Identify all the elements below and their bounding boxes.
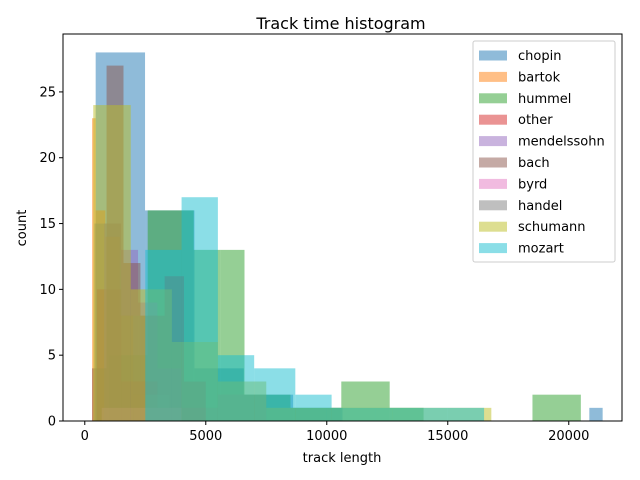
x-tick-label: 10000 — [306, 429, 347, 444]
x-axis-ticks: 0 5000 10000 15000 20000 — [81, 421, 589, 444]
y-tick-label: 10 — [39, 283, 56, 298]
legend-swatch-mozart — [479, 243, 507, 254]
legend-swatch-bach — [479, 157, 507, 168]
x-tick-label: 0 — [81, 429, 89, 444]
plot-frame — [62, 33, 623, 422]
legend-swatch-handel — [479, 200, 507, 211]
legend-label-other: other — [518, 113, 553, 128]
legend-swatch-mendelssohn — [479, 136, 507, 147]
legend-label-mendelssohn: mendelssohn — [518, 135, 605, 150]
bar-schumann-0 — [93, 105, 131, 421]
legend: chopin bartok hummel other mendelssohn bach by… — [472, 40, 616, 263]
x-tick-label: 20000 — [548, 429, 589, 444]
legend-swatch-schumann — [479, 221, 507, 232]
legend-label-byrd: byrd — [518, 177, 547, 192]
y-tick-label: 20 — [39, 151, 56, 166]
legend-swatch-byrd — [479, 178, 507, 189]
bar-mozart-2 — [217, 355, 255, 421]
legend-label-schumann: schumann — [518, 220, 586, 235]
legend-box — [472, 40, 616, 263]
y-axis-ticks: 0 5 10 15 20 25 — [39, 85, 63, 430]
legend-swatch-hummel — [479, 93, 507, 104]
legend-label-handel: handel — [518, 199, 562, 214]
bar-mozart-4 — [295, 394, 332, 421]
bar-mozart-3 — [254, 368, 296, 421]
x-tick-label: 5000 — [189, 429, 222, 444]
y-tick-label: 5 — [48, 349, 56, 364]
legend-label-chopin: chopin — [518, 49, 561, 64]
y-tick-label: 0 — [48, 415, 56, 430]
legend-swatch-other — [479, 114, 507, 125]
legend-label-hummel: hummel — [518, 92, 571, 107]
x-tick-label: 15000 — [427, 429, 468, 444]
bar-mozart-1 — [181, 197, 218, 421]
legend-label-mozart: mozart — [518, 242, 564, 257]
bar-hummel-9 — [532, 394, 581, 421]
bar-mozart-5 — [331, 407, 393, 421]
bar-mozart-0 — [145, 249, 182, 421]
legend-label-bartok: bartok — [518, 70, 561, 85]
y-axis-label: count — [15, 210, 30, 247]
legend-swatch-chopin — [479, 50, 507, 61]
bar-chopin-10 — [589, 407, 603, 421]
y-tick-label: 15 — [39, 217, 56, 232]
y-tick-label: 25 — [39, 85, 56, 100]
bars-layer — [92, 52, 603, 422]
chart-title: Track time histogram — [255, 14, 425, 33]
x-axis-label: track length — [303, 451, 382, 466]
legend-label-bach: bach — [518, 156, 550, 171]
bar-mozart-6 — [392, 407, 485, 421]
legend-swatch-bartok — [479, 71, 507, 82]
